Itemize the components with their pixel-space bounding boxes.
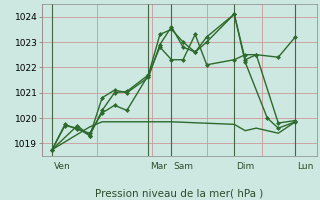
Text: Mar: Mar [150,162,167,171]
Text: Dim: Dim [236,162,254,171]
Text: Lun: Lun [297,162,313,171]
Text: Sam: Sam [173,162,193,171]
Text: Pression niveau de la mer( hPa ): Pression niveau de la mer( hPa ) [95,188,263,198]
Text: Ven: Ven [54,162,70,171]
